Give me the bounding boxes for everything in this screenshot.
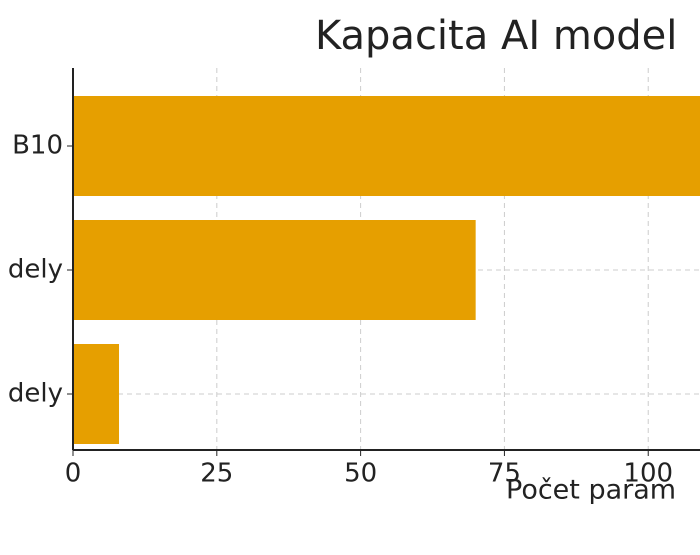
x-tick-label: 50 (344, 459, 377, 489)
y-tick-label: dely (8, 379, 63, 409)
chart-title: Kapacita AI model (315, 13, 677, 59)
x-tick-label: 75 (488, 459, 521, 489)
bar (73, 96, 700, 196)
bar (73, 344, 120, 444)
bar (73, 220, 476, 320)
x-tick-label: 25 (200, 459, 233, 489)
x-tick-label: 100 (623, 459, 673, 489)
x-tick-label: 0 (65, 459, 82, 489)
y-tick-label: B10 (12, 131, 63, 161)
y-tick-label: dely (8, 255, 63, 285)
x-axis-label: Počet param (506, 475, 676, 506)
